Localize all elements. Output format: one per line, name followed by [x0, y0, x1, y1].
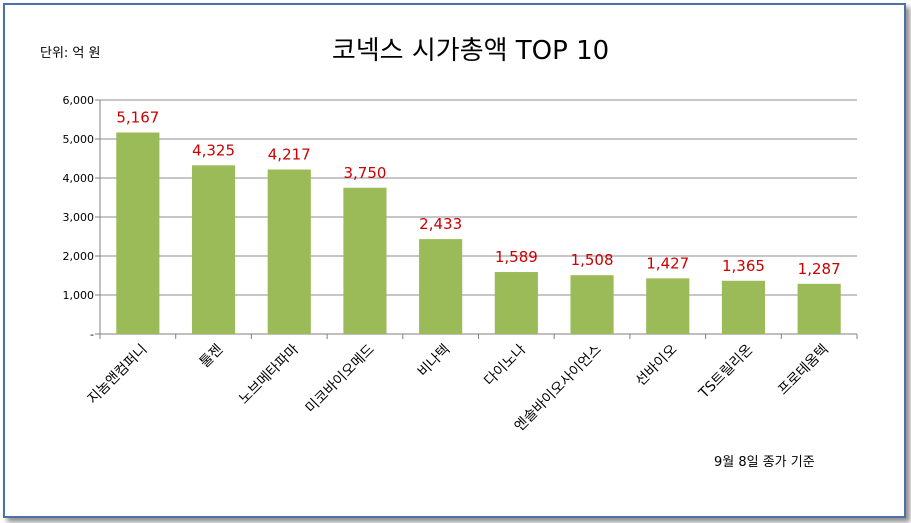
chart-title: 코넥스 시가총액 TOP 10	[331, 36, 610, 66]
data-label: 2,433	[419, 215, 462, 233]
bar	[191, 165, 236, 334]
y-tick-label: 4,000	[63, 172, 95, 185]
bar	[419, 239, 463, 334]
y-tick-label: 2,000	[63, 250, 95, 263]
x-tick-label: 지놈앤컴퍼니	[85, 342, 151, 408]
bar	[267, 169, 311, 334]
bar	[343, 187, 387, 334]
data-label: 1,589	[495, 248, 538, 266]
x-tick-label: 다이노나	[481, 341, 529, 389]
data-label: 1,287	[798, 260, 841, 278]
x-tick-label: 프로테옴텍	[775, 342, 832, 399]
footnote: 9월 8일 종가 기준	[714, 455, 815, 470]
bar	[721, 280, 766, 334]
data-label: 4,325	[192, 141, 235, 159]
unit-label: 단위: 억 원	[40, 46, 101, 61]
bar	[116, 132, 160, 334]
y-tick-label: 3,000	[63, 211, 95, 224]
x-tick-label: 툴젠	[197, 342, 227, 372]
bar	[797, 283, 841, 334]
x-tick-label: 선바이오	[633, 341, 681, 389]
bar	[570, 275, 614, 334]
y-tick-label: 5,000	[63, 133, 95, 146]
x-tick-label: 비나텍	[415, 342, 454, 381]
data-label: 1,427	[646, 254, 689, 272]
bar	[646, 278, 690, 334]
y-tick-label: 1,000	[63, 289, 95, 302]
data-label: 4,217	[268, 146, 311, 164]
data-label: 3,750	[343, 164, 386, 182]
data-label: 1,508	[571, 251, 614, 269]
y-tick-label: -	[90, 328, 94, 341]
x-tick-label: 노브메타파마	[236, 341, 302, 407]
bar	[494, 272, 538, 334]
data-label: 1,365	[722, 257, 765, 275]
x-tick-label: TS트릴리온	[695, 341, 756, 402]
x-tick-label: 미코바이오메드	[303, 341, 378, 416]
y-tick-label: 6,000	[63, 94, 95, 107]
data-label: 5,167	[116, 108, 159, 126]
